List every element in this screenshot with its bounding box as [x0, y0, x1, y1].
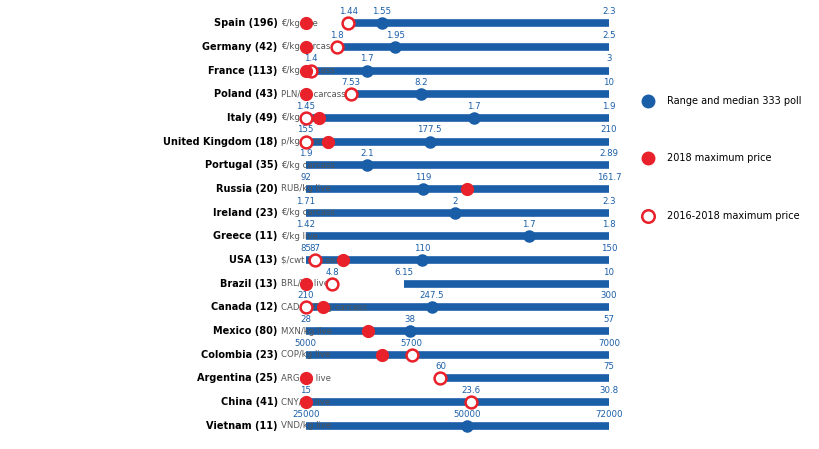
- Text: €/kg carcass: €/kg carcass: [280, 66, 334, 75]
- Text: Poland (43): Poland (43): [214, 89, 278, 99]
- Text: 1.55: 1.55: [372, 7, 391, 16]
- Text: €/kg carcass: €/kg carcass: [280, 208, 334, 217]
- Text: Russia (20): Russia (20): [215, 184, 278, 194]
- Text: 1.8: 1.8: [601, 220, 615, 229]
- Text: 85: 85: [300, 244, 311, 253]
- Text: 1.95: 1.95: [385, 31, 404, 40]
- Text: 92: 92: [300, 173, 310, 182]
- Text: €/kg live: €/kg live: [280, 114, 317, 123]
- Text: 2: 2: [451, 197, 457, 206]
- Text: 23.6: 23.6: [460, 386, 480, 395]
- Text: Range and median 333 poll: Range and median 333 poll: [667, 96, 801, 106]
- Text: €/kg live: €/kg live: [280, 232, 317, 241]
- Text: 28: 28: [300, 315, 311, 324]
- Text: Brazil (13): Brazil (13): [220, 279, 278, 289]
- Text: 7.53: 7.53: [341, 78, 360, 87]
- Text: 1.45: 1.45: [296, 102, 314, 111]
- Text: 1.71: 1.71: [296, 197, 314, 206]
- Text: p/kg carcass: p/kg carcass: [280, 137, 334, 146]
- Text: 50000: 50000: [453, 410, 480, 419]
- Text: France (113): France (113): [208, 66, 278, 75]
- Text: 2016-2018 maximum price: 2016-2018 maximum price: [667, 211, 799, 221]
- Text: 38: 38: [405, 315, 415, 324]
- Text: 1.7: 1.7: [360, 54, 373, 63]
- Text: MXN/kg live: MXN/kg live: [280, 326, 332, 335]
- Text: 1.9: 1.9: [299, 149, 312, 158]
- Text: 2.1: 2.1: [360, 149, 373, 158]
- Text: 1.42: 1.42: [296, 220, 314, 229]
- Text: $/cwt carcass: $/cwt carcass: [280, 255, 339, 264]
- Text: 25000: 25000: [292, 410, 319, 419]
- Text: €/kg carcass: €/kg carcass: [280, 42, 334, 51]
- Text: 2018 maximum price: 2018 maximum price: [667, 154, 771, 163]
- Text: €/kg live: €/kg live: [280, 18, 317, 28]
- Text: Canada (12): Canada (12): [210, 303, 278, 313]
- Text: 3: 3: [605, 54, 611, 63]
- Text: 2.89: 2.89: [599, 149, 618, 158]
- Text: 300: 300: [600, 291, 617, 300]
- Text: 119: 119: [414, 173, 431, 182]
- Text: Vietnam (11): Vietnam (11): [206, 421, 278, 431]
- Text: 60: 60: [434, 362, 446, 371]
- Text: China (41): China (41): [220, 397, 278, 407]
- Text: BRL/kg live: BRL/kg live: [280, 279, 328, 288]
- Text: 150: 150: [600, 244, 617, 253]
- Text: 177.5: 177.5: [417, 125, 441, 134]
- Text: 1.8: 1.8: [329, 31, 343, 40]
- Text: 2.5: 2.5: [601, 31, 615, 40]
- Text: Portugal (35): Portugal (35): [204, 160, 278, 170]
- Text: CNY/kg live: CNY/kg live: [280, 398, 329, 407]
- Text: Argentina (25): Argentina (25): [197, 374, 278, 383]
- Text: 6.15: 6.15: [394, 268, 414, 277]
- Text: PLN/kg carcass: PLN/kg carcass: [280, 90, 345, 99]
- Text: COP/kg live: COP/kg live: [280, 350, 329, 359]
- Text: 110: 110: [414, 244, 430, 253]
- Text: Greece (11): Greece (11): [213, 231, 278, 242]
- Text: 5700: 5700: [400, 339, 423, 348]
- Text: 155: 155: [297, 125, 314, 134]
- Text: 1.9: 1.9: [601, 102, 615, 111]
- Text: Germany (42): Germany (42): [202, 42, 278, 52]
- Text: 161.7: 161.7: [596, 173, 621, 182]
- Text: 1.44: 1.44: [338, 7, 357, 16]
- Text: 1.7: 1.7: [522, 220, 536, 229]
- Text: 10: 10: [603, 268, 613, 277]
- Text: 7000: 7000: [597, 339, 619, 348]
- Text: ARG/kg live: ARG/kg live: [280, 374, 330, 383]
- Text: Colombia (23): Colombia (23): [201, 350, 278, 360]
- Text: RUB/kg live: RUB/kg live: [280, 185, 330, 194]
- Text: United Kingdom (18): United Kingdom (18): [163, 136, 278, 146]
- Text: 1.4: 1.4: [304, 54, 318, 63]
- Text: Mexico (80): Mexico (80): [213, 326, 278, 336]
- Text: 2.3: 2.3: [601, 197, 615, 206]
- Text: 210: 210: [600, 125, 617, 134]
- Text: 4.8: 4.8: [325, 268, 339, 277]
- Text: Spain (196): Spain (196): [214, 18, 278, 28]
- Text: Italy (49): Italy (49): [227, 113, 278, 123]
- Text: 10: 10: [603, 78, 613, 87]
- Text: 2.3: 2.3: [601, 7, 615, 16]
- Text: 75: 75: [603, 362, 613, 371]
- Text: €/kg carcass: €/kg carcass: [280, 161, 334, 170]
- Text: 57: 57: [603, 315, 613, 324]
- Text: CAD/100 kg carcass: CAD/100 kg carcass: [280, 303, 366, 312]
- Text: 72000: 72000: [595, 410, 622, 419]
- Text: 87: 87: [309, 244, 320, 253]
- Text: 1.7: 1.7: [467, 102, 481, 111]
- Text: VND/kg live: VND/kg live: [280, 421, 331, 431]
- Text: 247.5: 247.5: [419, 291, 444, 300]
- Text: 210: 210: [297, 291, 314, 300]
- Text: 8.2: 8.2: [414, 78, 427, 87]
- Text: Ireland (23): Ireland (23): [212, 207, 278, 218]
- Text: 5000: 5000: [294, 339, 316, 348]
- Text: USA (13): USA (13): [229, 255, 278, 265]
- Text: 30.8: 30.8: [599, 386, 618, 395]
- Text: 15: 15: [300, 386, 311, 395]
